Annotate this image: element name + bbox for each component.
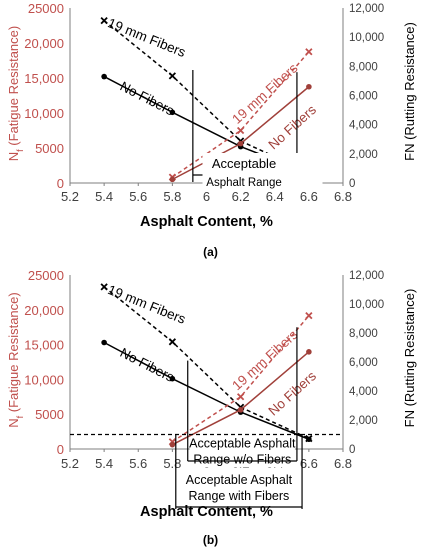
y-left-tick-label: 15,000 [24, 338, 64, 353]
series-point [169, 375, 176, 382]
y-right-tick-label: 6,000 [349, 91, 378, 103]
panel-label: (b) [203, 533, 218, 547]
series-point [237, 407, 244, 413]
y-left-tick-label: 25000 [28, 1, 64, 16]
annotation-text: Acceptable Asphalt [186, 473, 293, 487]
annotation-text: Acceptable Asphalt [189, 437, 296, 451]
chart-panel-a: 5.2 5.4 5.6 5.8 6 6.2 6.4 6.6 6.80500010,00015,0… [6, 1, 417, 259]
y-right-tick-label: 2,000 [349, 149, 378, 161]
series-point [100, 283, 108, 291]
series-point [169, 441, 176, 448]
series-point [169, 176, 176, 183]
series-label: No Fibers [118, 79, 177, 119]
y-right-tick-label: 8,000 [349, 328, 378, 340]
y-right-tick-label: 4,000 [349, 120, 378, 132]
y-right-tick-label: 12,000 [349, 270, 384, 282]
y-axis-left-title-n: N [6, 418, 21, 427]
series-label: No Fibers [118, 345, 177, 385]
y-right-tick-label: 6,000 [349, 357, 378, 369]
y-axis-right-title: FN (Rutting Resistance) [402, 289, 417, 428]
x-tick-label: 6.2 [232, 189, 250, 204]
y-left-tick-label: 5000 [35, 407, 64, 422]
y-axis-left-title-rest: (Fatigue Resistance) [6, 26, 21, 150]
y-axis-left-title-n: N [6, 152, 21, 161]
y-left-tick-label: 0 [57, 442, 64, 457]
y-axis-left-title: Nf (Fatigue Resistance) [6, 26, 25, 161]
series-point [100, 16, 108, 25]
series-point [306, 436, 312, 443]
series-label: 19 mm Fibers [229, 327, 301, 394]
series-point [236, 393, 245, 401]
y-right-tick-label: 2,000 [349, 415, 378, 427]
y-left-tick-label: 15,000 [24, 71, 64, 86]
series-point [168, 338, 177, 346]
series-label: 19 mm Fibers [106, 15, 188, 60]
y-left-tick-label: 10,000 [24, 372, 64, 387]
series-point [169, 109, 176, 116]
series-point [101, 73, 107, 80]
series-line [103, 286, 310, 440]
y-right-tick-label: 10,000 [349, 299, 384, 311]
series-point [237, 140, 244, 147]
y-axis-left-title: Nf (Fatigue Resistance) [6, 292, 25, 427]
x-tick-label: 5.2 [61, 456, 79, 471]
x-tick-label: 5.8 [163, 456, 181, 471]
y-right-tick-label: 10,000 [349, 32, 384, 44]
chart-panel-b: 5.25.45.65.866.26.46.66.80500010,00015,0… [6, 268, 417, 547]
series-point [305, 311, 313, 320]
series-label: 19 mm Fibers [229, 60, 301, 127]
y-right-tick-label: 4,000 [349, 386, 378, 398]
y-right-tick-label: 0 [349, 178, 355, 190]
y-axis-left-title-sub: f [15, 149, 25, 152]
y-left-tick-label: 20,000 [24, 303, 64, 318]
series-label: No Fibers [265, 368, 319, 418]
y-left-tick-label: 0 [57, 176, 64, 191]
panel-label: (a) [203, 245, 218, 259]
y-left-tick-label: 10,000 [24, 106, 64, 121]
series-point [101, 339, 107, 346]
series-point [236, 126, 245, 135]
x-tick-label: 5.4 [95, 189, 113, 204]
series-point [168, 72, 177, 80]
y-left-tick-label: 20,000 [24, 36, 64, 51]
x-tick-label: 5.2 [61, 189, 79, 204]
x-tick-label: 6.6 [300, 456, 318, 471]
annotation-text: Asphalt Range [206, 177, 281, 189]
x-tick-label: 5.8 [163, 189, 181, 204]
y-right-tick-label: 8,000 [349, 61, 378, 73]
series-label: No Fibers [265, 102, 319, 152]
series-point [305, 48, 313, 56]
x-tick-label: 6.4 [266, 189, 284, 204]
annotation-text: Acceptable [212, 156, 276, 171]
annotation-box [189, 436, 295, 468]
x-axis-title: Asphalt Content, % [140, 214, 273, 230]
series-point [306, 83, 312, 90]
x-tick-label: 6.8 [334, 189, 352, 204]
series-point [306, 349, 312, 355]
x-tick-label: 5.4 [95, 456, 113, 471]
x-tick-label: 6.6 [300, 189, 318, 204]
x-tick-label: 6.8 [334, 456, 352, 471]
y-left-tick-label: 5000 [35, 141, 64, 156]
y-right-tick-label: 12,000 [349, 3, 384, 15]
series-line [103, 341, 310, 440]
x-axis-title: Asphalt Content, % [140, 504, 273, 520]
x-tick-label: 5.6 [129, 456, 147, 471]
y-left-tick-label: 25000 [28, 268, 64, 283]
annotation-text: Range w/o Fibers [193, 453, 291, 467]
annotation-text: Range with Fibers [189, 489, 290, 503]
y-axis-left-title-rest: (Fatigue Resistance) [6, 292, 21, 416]
x-tick-label: 5.6 [129, 189, 147, 204]
series-label: 19 mm Fibers [106, 282, 188, 327]
y-axis-right-title: FN (Rutting Resistance) [402, 22, 417, 161]
y-axis-left-title-sub: f [15, 415, 25, 418]
y-right-tick-label: 0 [349, 444, 355, 456]
annotation-box [202, 153, 323, 187]
x-tick-label: 6 [203, 189, 210, 204]
